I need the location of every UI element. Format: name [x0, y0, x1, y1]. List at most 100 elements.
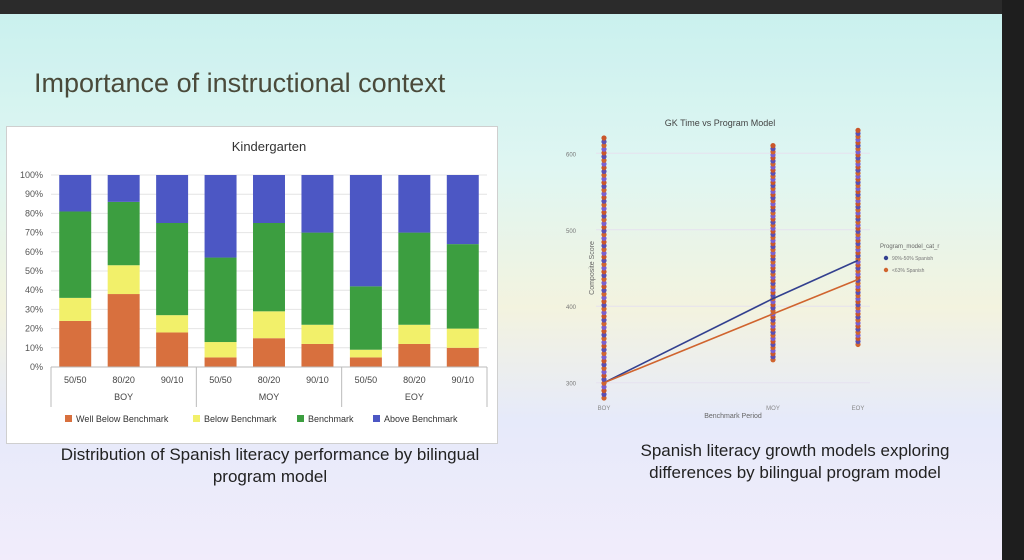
data-point — [601, 350, 607, 357]
growth-line-chart-svg: GK Time vs Program Model 300 400 500 600 Comp… — [566, 118, 939, 420]
data-point — [601, 280, 607, 286]
x-tick-label: 80/20 — [403, 375, 426, 385]
bar-segment — [446, 244, 479, 329]
data-point — [601, 313, 607, 319]
slide-title: Importance of instructional context — [34, 68, 446, 98]
bar-segment — [59, 320, 92, 367]
bar-segment — [156, 332, 189, 367]
data-point — [601, 321, 607, 327]
bar-segment — [59, 297, 92, 321]
legend-swatch — [373, 415, 380, 422]
legend-label: Benchmark — [308, 414, 354, 424]
y-tick-label: 50% — [25, 266, 43, 276]
series-line — [603, 259, 859, 384]
x-axis-label: Benchmark Period — [704, 413, 762, 420]
y-tick-label: 90% — [25, 189, 43, 199]
group-label: MOY — [259, 392, 280, 402]
data-point — [601, 335, 607, 342]
data-point — [601, 202, 607, 208]
chart-title: GK Time vs Program Model — [665, 118, 776, 128]
growth-line-chart: GK Time vs Program Model 300 400 500 600 Comp… — [540, 108, 970, 428]
legend-label: <63% Spanish — [892, 268, 925, 274]
data-point — [601, 239, 607, 245]
legend-label: Above Benchmark — [384, 414, 458, 424]
legend-label: Below Benchmark — [204, 414, 277, 424]
data-point — [601, 276, 607, 282]
data-point — [601, 142, 607, 149]
data-point — [601, 387, 607, 394]
data-point — [601, 332, 607, 338]
data-point — [601, 369, 607, 375]
caption-left: Distribution of Spanish literacy perform… — [60, 445, 480, 486]
data-point — [601, 272, 607, 279]
data-point — [601, 161, 607, 167]
screen-bezel-right — [1002, 0, 1024, 560]
data-point — [601, 376, 607, 383]
stacked-bar-chart-svg: Kindergarten 0% 10% 20% 30% 40% 50% 60% 70% 80% 90… — [20, 139, 488, 424]
legend-swatch — [65, 415, 72, 422]
y-tick-label: 40% — [25, 285, 43, 295]
bar-segment — [446, 175, 479, 245]
screen-bezel-top — [0, 0, 1024, 14]
y-tick-label: 60% — [25, 247, 43, 257]
data-point — [601, 224, 607, 230]
bar-segment — [204, 175, 237, 258]
data-point — [601, 198, 607, 204]
legend-swatch — [883, 255, 889, 261]
y-tick-label: 100% — [20, 170, 43, 180]
data-point — [601, 153, 607, 160]
data-point — [601, 283, 607, 290]
data-point — [601, 361, 607, 368]
y-axis-label: Composite Score — [589, 241, 596, 295]
data-point — [601, 391, 607, 397]
bar-segment — [398, 175, 431, 233]
data-point — [601, 231, 607, 238]
y-tick-label: 0% — [30, 362, 43, 372]
y-tick-label: 20% — [25, 324, 43, 334]
bar-segment — [446, 328, 479, 348]
bar-segment — [349, 175, 382, 287]
bar-segment — [301, 232, 334, 325]
legend-swatch — [193, 415, 200, 422]
group-label: BOY — [114, 392, 133, 402]
bar-segment — [156, 315, 189, 333]
bar-segment — [59, 175, 92, 212]
data-point — [601, 246, 607, 253]
bar-segment — [398, 232, 431, 325]
data-point — [601, 373, 607, 379]
bar-segment — [253, 338, 285, 367]
data-point — [601, 358, 607, 364]
caption-right: Spanish literacy growth models exploring… — [640, 441, 950, 482]
bar-segment — [107, 294, 140, 367]
data-point — [601, 365, 607, 371]
bar-segment — [59, 211, 92, 298]
data-point — [601, 194, 607, 201]
data-point — [601, 150, 607, 156]
y-tick-label: 70% — [25, 228, 43, 238]
data-point — [601, 157, 607, 163]
data-point — [601, 384, 607, 390]
data-point — [601, 343, 607, 349]
data-point — [601, 328, 607, 334]
x-tick-label: 80/20 — [258, 375, 281, 385]
x-tick-label: MOY — [766, 406, 780, 412]
data-point — [601, 265, 607, 271]
data-point — [601, 324, 607, 331]
x-tick-label: BOY — [598, 406, 611, 412]
bar-segment — [156, 175, 189, 223]
data-point — [601, 309, 607, 316]
data-point — [601, 295, 607, 301]
bar-segment — [204, 357, 237, 367]
bar-segment — [156, 223, 189, 316]
y-tick-label: 10% — [25, 343, 43, 353]
x-tick-label: 90/10 — [161, 375, 184, 385]
y-tick-label: 400 — [566, 305, 577, 311]
data-point — [601, 179, 607, 186]
data-point — [601, 146, 607, 152]
bar-segment — [349, 286, 382, 350]
data-point — [601, 135, 607, 141]
y-tick-label: 500 — [566, 229, 577, 235]
bar-segment — [398, 324, 431, 344]
data-point — [601, 205, 607, 212]
